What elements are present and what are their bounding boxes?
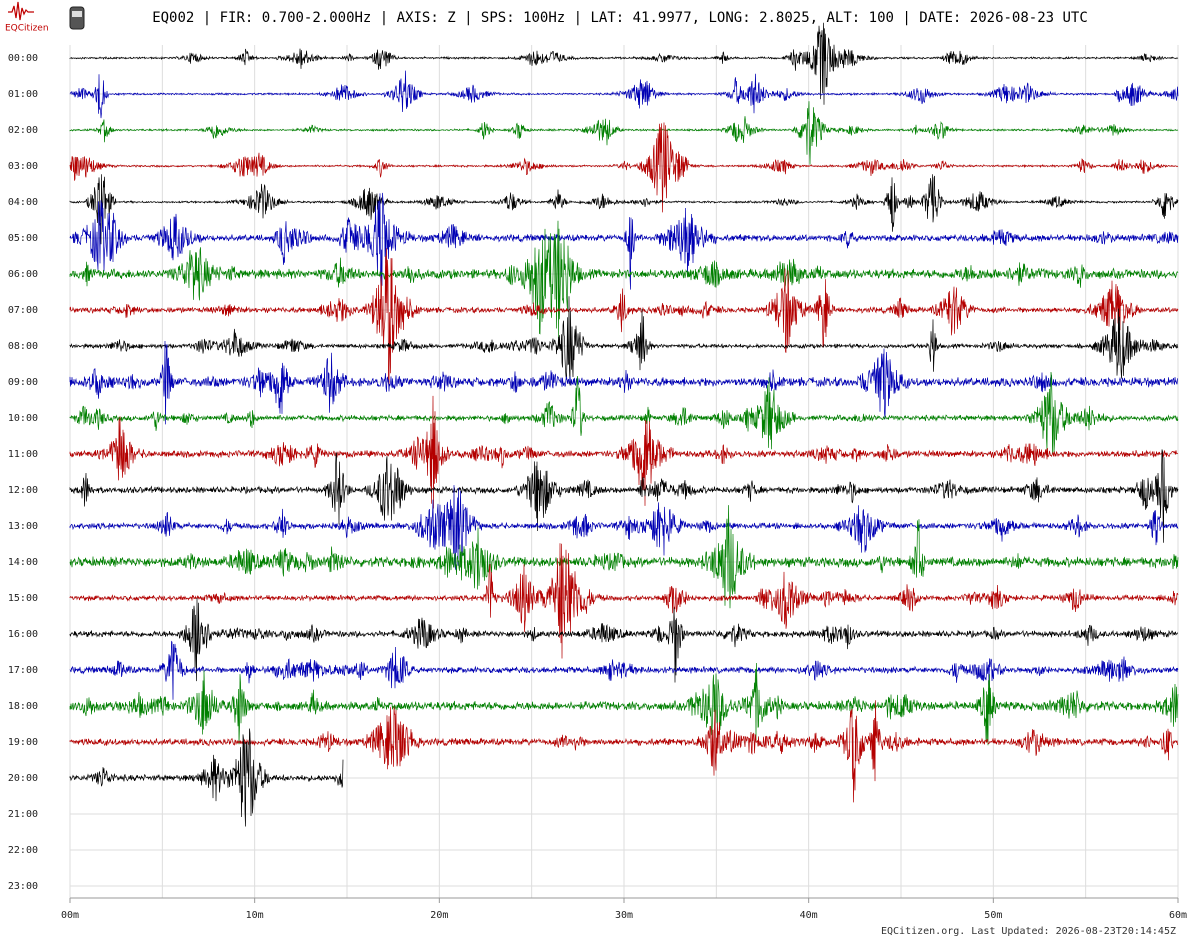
x-tick-label: 40m	[800, 910, 818, 921]
trace	[69, 597, 1179, 683]
row-label: 19:00	[8, 737, 38, 748]
logo: EQCitizen	[5, 1, 85, 34]
row-label: 09:00	[8, 377, 38, 388]
row-label: 02:00	[8, 125, 38, 136]
row-label: 22:00	[8, 845, 38, 856]
x-tick-label: 50m	[984, 910, 1002, 921]
header-title: EQ002 | FIR: 0.700-2.000Hz | AXIS: Z | S…	[152, 10, 1088, 26]
row-label: 16:00	[8, 629, 38, 640]
trace	[69, 192, 1179, 292]
trace	[69, 728, 344, 827]
trace	[69, 340, 1179, 425]
trace	[69, 22, 1179, 105]
trace	[69, 248, 1179, 386]
row-label: 17:00	[8, 665, 38, 676]
x-tick-label: 00m	[61, 910, 79, 921]
x-tick-label: 10m	[246, 910, 264, 921]
trace	[69, 220, 1179, 339]
footer: EQCitizen.org. Last Updated: 2026-08-23T…	[881, 926, 1176, 937]
trace	[69, 449, 1179, 543]
row-label: 03:00	[8, 161, 38, 172]
row-label: 06:00	[8, 269, 38, 280]
row-label: 10:00	[8, 413, 38, 424]
trace	[69, 174, 1179, 245]
row-label: 07:00	[8, 305, 38, 316]
row-label: 20:00	[8, 773, 38, 784]
row-label: 23:00	[8, 881, 38, 892]
trace	[69, 543, 1179, 659]
row-label: 11:00	[8, 449, 38, 460]
x-tick-label: 20m	[430, 910, 448, 921]
row-label: 12:00	[8, 485, 38, 496]
trace	[69, 485, 1179, 570]
row-label: 08:00	[8, 341, 38, 352]
row-label: 21:00	[8, 809, 38, 820]
trace	[69, 296, 1179, 386]
row-label: 01:00	[8, 89, 38, 100]
trace	[69, 122, 1179, 213]
trace	[69, 70, 1179, 119]
row-label: 05:00	[8, 233, 38, 244]
brand: EQCitizen	[5, 24, 49, 34]
trace	[69, 395, 1179, 509]
trace	[69, 371, 1179, 455]
row-label: 00:00	[8, 53, 38, 64]
row-label: 18:00	[8, 701, 38, 712]
x-tick-label: 30m	[615, 910, 633, 921]
trace	[69, 700, 1179, 803]
row-label: 04:00	[8, 197, 38, 208]
trace	[69, 640, 1179, 700]
row-label: 13:00	[8, 521, 38, 532]
trace	[69, 101, 1179, 165]
trace	[69, 505, 1179, 609]
trace	[69, 662, 1179, 746]
x-tick-label: 60m	[1169, 910, 1187, 921]
row-label: 14:00	[8, 557, 38, 568]
row-label: 15:00	[8, 593, 38, 604]
